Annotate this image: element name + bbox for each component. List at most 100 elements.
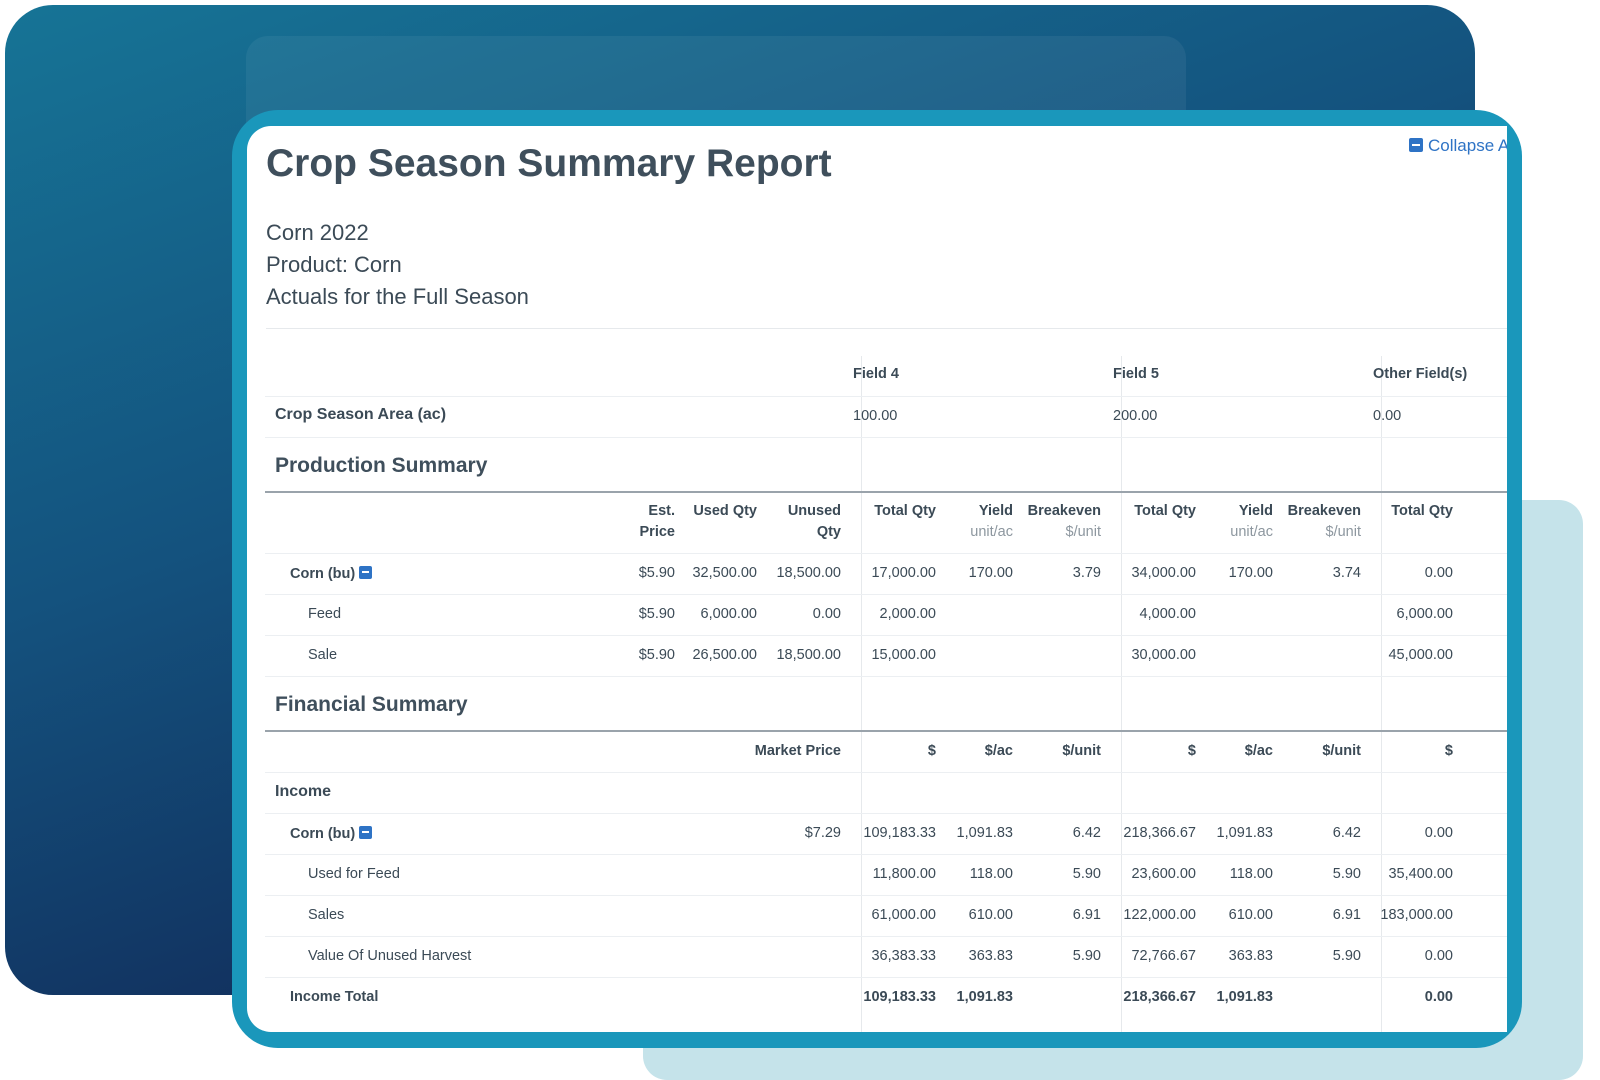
production-row-feed: Feed $5.90 6,000.00 0.00 2,000.00 4,000.… (265, 595, 1507, 636)
col-dollar: $ (1444, 743, 1453, 759)
dollar-value: 36,383.33 (871, 948, 936, 964)
col-dollar: $ (1187, 743, 1196, 759)
col-est-price: Est. (648, 503, 675, 519)
per-acre-value: 610.00 (968, 907, 1013, 923)
col-yield: Yield (1238, 503, 1273, 519)
dollar-value: 218,366.67 (1123, 825, 1196, 841)
total-qty-value: 2,000.00 (879, 606, 936, 622)
dollar-value: 11,800.00 (872, 866, 936, 882)
area-value: 100.00 (853, 408, 898, 424)
field-4-divider (861, 356, 862, 1032)
yield-value: 170.00 (968, 565, 1013, 581)
area-value: 0.00 (1373, 408, 1402, 424)
dollar-total: 0.00 (1424, 989, 1453, 1005)
per-acre-value: 363.83 (968, 948, 1013, 964)
unused-qty-value: 18,500.00 (776, 647, 841, 663)
used-qty-value: 32,500.00 (692, 565, 757, 581)
dollar-value: 72,766.67 (1131, 948, 1196, 964)
used-qty-value: 26,500.00 (692, 647, 757, 663)
col-per-unit: $/unit (1322, 743, 1361, 759)
row-label: Sales (308, 907, 345, 923)
row-label: Feed (308, 606, 342, 622)
per-acre-value: 610.00 (1228, 907, 1273, 923)
field-header-4: Field 4 (853, 366, 899, 382)
total-qty-value: 6,000.00 (1396, 606, 1453, 622)
row-label: Used for Feed (308, 866, 400, 882)
total-qty-value: 30,000.00 (1131, 647, 1196, 663)
col-yield-unit: unit/ac (1230, 524, 1273, 540)
per-unit-value: 5.90 (1332, 866, 1361, 882)
total-qty-value: 45,000.00 (1388, 647, 1453, 663)
collapse-row-icon[interactable] (359, 566, 373, 579)
col-total-qty: Total Qty (1134, 503, 1196, 519)
per-unit-value: 6.42 (1332, 825, 1361, 841)
col-total-qty: Total Qty (874, 503, 936, 519)
col-unused-qty: Unused (787, 503, 841, 519)
other-fields-divider (1381, 356, 1382, 1032)
per-unit-value: 6.42 (1072, 825, 1101, 841)
unused-qty-value: 18,500.00 (776, 565, 841, 581)
financial-heading: Financial Summary (275, 693, 468, 716)
field-header-other: Other Field(s) (1373, 366, 1468, 382)
col-est-price-line2: Price (639, 524, 675, 540)
col-unused-qty-line2: Qty (816, 524, 841, 540)
est-price-value: $5.90 (638, 565, 675, 581)
unused-qty-value: 0.00 (812, 606, 841, 622)
dollar-value: 183,000.00 (1380, 907, 1453, 923)
production-header-row: Est. Price Used Qty Unused Qty Total Qty… (265, 493, 1507, 554)
col-per-acre: $/ac (1244, 743, 1273, 759)
col-total-qty: Total Qty (1391, 503, 1453, 519)
col-breakeven: Breakeven (1287, 503, 1361, 519)
income-row-sales: Sales 61,000.00 610.00 6.91 122,000.00 6… (265, 896, 1507, 937)
col-dollar: $ (927, 743, 936, 759)
area-value: 200.00 (1113, 408, 1158, 424)
breakeven-value: 3.74 (1332, 565, 1361, 581)
dollar-value: 35,400.00 (1388, 866, 1453, 882)
report-season: Corn 2022 (266, 220, 369, 245)
area-row: Crop Season Area (ac) 100.00 200.00 0.00 (265, 397, 1507, 438)
income-row-unused: Value Of Unused Harvest 36,383.33 363.83… (265, 937, 1507, 978)
page-title: Crop Season Summary Report (266, 142, 832, 185)
collapse-all-button[interactable]: Collapse A (1409, 136, 1507, 156)
per-unit-value: 5.90 (1072, 948, 1101, 964)
dollar-total: 109,183.33 (863, 989, 936, 1005)
col-yield: Yield (978, 503, 1013, 519)
income-row: Income (265, 773, 1507, 814)
area-label: Crop Season Area (ac) (275, 406, 447, 423)
col-market-price: Market Price (754, 743, 841, 759)
col-yield-unit: unit/ac (970, 524, 1013, 540)
col-breakeven-unit: $/unit (1325, 524, 1361, 540)
total-qty-value: 17,000.00 (871, 565, 936, 581)
used-qty-value: 6,000.00 (700, 606, 757, 622)
income-row-feed: Used for Feed 11,800.00 118.00 5.90 23,6… (265, 855, 1507, 896)
field-header-row: Field 4 Field 5 Other Field(s) (265, 356, 1507, 397)
field-header-5: Field 5 (1113, 366, 1159, 382)
dollar-value: 122,000.00 (1123, 907, 1196, 923)
divider (266, 328, 1507, 329)
yield-value: 170.00 (1228, 565, 1273, 581)
dollar-total: 218,366.67 (1123, 989, 1196, 1005)
field-5-divider (1121, 356, 1122, 1032)
row-label: Sale (308, 647, 338, 663)
collapse-row-icon[interactable] (359, 826, 373, 839)
per-unit-value: 5.90 (1332, 948, 1361, 964)
summary-table: Field 4 Field 5 Other Field(s) Crop Seas… (265, 356, 1507, 1018)
dollar-value: 0.00 (1424, 825, 1453, 841)
per-unit-value: 5.90 (1072, 866, 1101, 882)
per-acre-value: 118.00 (1229, 866, 1273, 882)
income-row-corn: Corn (bu) $7.29 109,183.33 1,091.83 6.42… (265, 814, 1507, 855)
per-acre-value: 1,091.83 (956, 825, 1013, 841)
col-used-qty: Used Qty (693, 503, 757, 519)
row-label-text: Corn (bu) (290, 826, 356, 842)
production-heading: Production Summary (275, 454, 488, 477)
col-breakeven: Breakeven (1027, 503, 1101, 519)
production-row-sale: Sale $5.90 26,500.00 18,500.00 15,000.00… (265, 636, 1507, 677)
est-price-value: $5.90 (638, 606, 675, 622)
production-heading-row: Production Summary (265, 438, 1507, 493)
breakeven-value: 3.79 (1072, 565, 1101, 581)
col-breakeven-unit: $/unit (1065, 524, 1101, 540)
income-label: Income (275, 783, 332, 800)
income-total-label: Income Total (290, 989, 379, 1005)
dollar-value: 61,000.00 (871, 907, 936, 923)
per-acre-value: 118.00 (969, 866, 1013, 882)
